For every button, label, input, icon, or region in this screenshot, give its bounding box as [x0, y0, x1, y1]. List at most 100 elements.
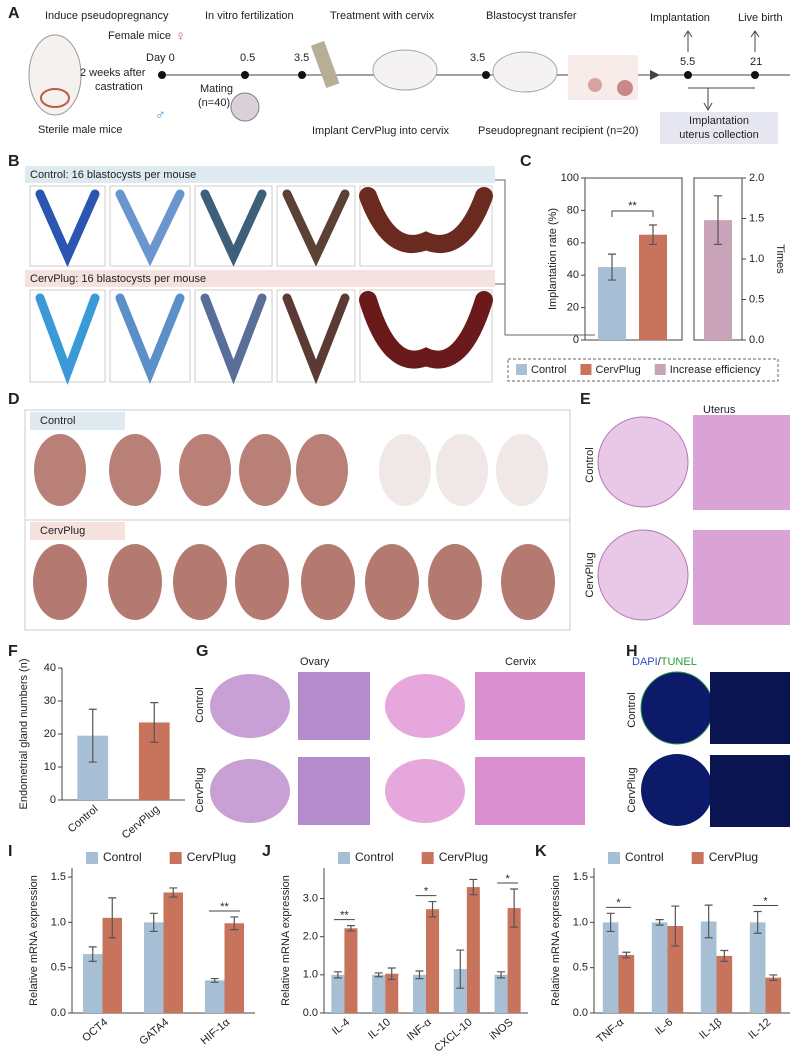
error-bar — [649, 224, 657, 246]
stage-label: Implantation — [650, 12, 710, 24]
day-label: 0.5 — [240, 52, 255, 64]
day-label: 21 — [750, 56, 762, 68]
panel-letter: H — [626, 643, 638, 660]
legend-label: Control — [531, 364, 566, 376]
y2-tick-label: 0.0 — [749, 334, 764, 346]
blastocyst-illustration — [617, 80, 633, 96]
error-bar — [333, 971, 342, 979]
error-bar — [622, 951, 631, 959]
bar — [426, 909, 440, 1013]
timeline-dot — [751, 71, 759, 79]
mouse-illustration — [372, 49, 438, 91]
y-tick-label: 1.0 — [573, 916, 588, 928]
blastocyst-illustration — [588, 78, 602, 92]
significance-bracket — [611, 210, 654, 217]
x-tick-label: CervPlug — [120, 803, 162, 841]
legend-label: Control — [103, 850, 142, 864]
legend-label: CervPlug — [595, 364, 640, 376]
y-tick-label: 80 — [567, 204, 579, 216]
fluorescence-image — [640, 671, 714, 745]
connector — [495, 179, 595, 336]
x-tick-label: IL-12 — [746, 1016, 773, 1041]
histology-zoom — [693, 415, 790, 510]
y-tick-label: 100 — [561, 172, 579, 184]
timeline-dot — [684, 71, 692, 79]
y-axis-label: Relative mRNA expression — [550, 875, 562, 1006]
x-tick-label: IL-1β — [697, 1016, 724, 1041]
y-tick-label: 1.0 — [51, 916, 66, 928]
error-bar — [150, 702, 159, 743]
pup — [301, 544, 355, 620]
uterus-photo — [359, 187, 493, 253]
stage-label: In vitro fertilization — [205, 10, 294, 22]
y-tick-label: 0 — [50, 794, 56, 806]
y2-tick-label: 0.5 — [749, 293, 764, 305]
row-label: Control — [584, 447, 596, 482]
y-tick-label: 30 — [44, 695, 56, 707]
bar — [344, 928, 358, 1013]
error-bar — [655, 919, 664, 926]
error-bar — [415, 970, 424, 980]
stain-tunel: TUNEL — [661, 656, 697, 668]
y-tick-label: 0.5 — [573, 962, 588, 974]
legend-swatch — [169, 852, 182, 864]
y-tick-label: 2.0 — [303, 931, 318, 943]
bar — [602, 922, 619, 1013]
x-tick-label: TNF-α — [595, 1016, 627, 1046]
error-bar — [769, 974, 778, 981]
x-tick-label: HIF-1α — [199, 1016, 233, 1047]
legend-label: Control — [625, 850, 664, 864]
row-label: CervPlug — [40, 525, 85, 537]
panel-letter: E — [580, 391, 591, 408]
uterus-illustration — [40, 88, 70, 108]
error-bar — [704, 904, 713, 939]
timeline-dot — [482, 71, 490, 79]
cervix-image — [385, 674, 465, 738]
bar — [749, 922, 766, 1013]
bar — [700, 921, 717, 1013]
embryo-illustration — [230, 92, 260, 122]
error-bar — [606, 912, 615, 933]
legend-label: Increase efficiency — [670, 364, 761, 376]
significance-label: * — [424, 885, 429, 897]
uterus-photo — [200, 293, 267, 385]
pup — [501, 544, 555, 620]
legend-swatch — [654, 364, 666, 375]
error-bar — [469, 878, 478, 896]
panel-letter: F — [8, 643, 18, 660]
row-header — [25, 270, 495, 287]
row-header — [25, 166, 495, 183]
error-bar — [456, 949, 465, 989]
panel-letter: J — [262, 843, 271, 860]
pup — [34, 434, 86, 506]
ovary-zoom — [298, 757, 370, 825]
row-label: Control — [194, 687, 206, 722]
error-bar — [346, 925, 355, 932]
pup — [496, 434, 548, 506]
mouse-illustration — [28, 34, 82, 116]
y-tick-label: 0.5 — [51, 962, 66, 974]
y-tick-label: 0 — [573, 334, 579, 346]
histology-image — [597, 529, 689, 621]
bar — [224, 923, 245, 1013]
timeline-dot — [298, 71, 306, 79]
bar — [765, 977, 782, 1013]
panel-letter: K — [535, 843, 547, 860]
column-label: Ovary — [300, 656, 330, 668]
error-bar — [671, 905, 680, 947]
day-label: Day 0 — [146, 52, 175, 64]
implant-label: Implant CervPlug into cervix — [312, 125, 449, 137]
panel-letter: G — [196, 643, 208, 660]
bar — [204, 980, 225, 1013]
legend-swatch — [86, 852, 98, 864]
pup — [109, 434, 161, 506]
uterus-photo — [115, 189, 185, 267]
pup — [296, 434, 348, 506]
panel-letter: B — [8, 153, 20, 170]
y-axis-label: Relative mRNA expression — [280, 875, 292, 1006]
bar — [651, 922, 668, 1013]
row-label: CervPlug: 16 blastocysts per mouse — [30, 273, 206, 285]
row-label: Control: 16 blastocysts per mouse — [30, 169, 196, 181]
error-bar — [374, 972, 383, 978]
x-tick-label: Control — [66, 803, 101, 835]
